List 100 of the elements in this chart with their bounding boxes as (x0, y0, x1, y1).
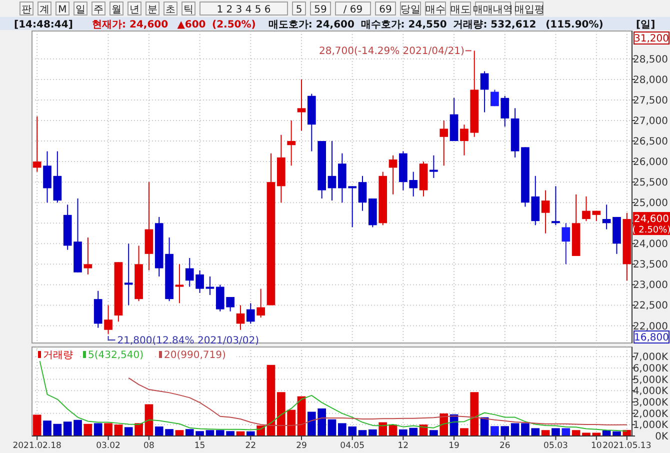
bar (124, 427, 133, 436)
text: 계 (40, 4, 50, 16)
text: 년 (130, 4, 140, 16)
text: [일] (636, 20, 656, 30)
bar (114, 424, 123, 436)
bar (84, 424, 92, 436)
text: 매매내역 (473, 4, 513, 16)
legend-label: 20(990,719) (164, 350, 226, 361)
candlestick (84, 236, 92, 275)
text: 당일 (400, 4, 420, 16)
y-tick-label: 23,500 (633, 260, 668, 271)
candlestick (236, 304, 245, 330)
bar (94, 423, 102, 436)
x-tick-label: 05.03 (544, 441, 568, 451)
text: 월 (112, 4, 122, 16)
x-tick-label: 2021.05.13 (602, 441, 652, 451)
x-tick-label: 2021.02.18 (12, 441, 62, 451)
candlestick (32, 116, 42, 172)
y-tick-label: 24,000 (633, 239, 668, 250)
candlestick (480, 70, 489, 113)
bar (552, 428, 560, 436)
candlestick (388, 154, 398, 195)
candlestick (552, 186, 560, 226)
text: 매수호가: 24,550 (360, 20, 447, 30)
candlestick (104, 304, 112, 334)
text: 24,600 ( 2.50%) (632, 214, 670, 236)
candlestick (358, 175, 367, 212)
y-tick-label: 27,500 (633, 95, 668, 106)
text: 16,800 (634, 332, 669, 344)
text: (115.90%) (546, 20, 604, 30)
text: [14:48:44] (14, 20, 73, 30)
text: 초 (166, 4, 176, 16)
y-tick-label: 23,000 (633, 280, 668, 292)
text: 5 (296, 4, 302, 16)
line-series (128, 377, 628, 426)
x-tick-label: 15 (194, 441, 206, 451)
bar (266, 364, 276, 436)
candlestick (541, 190, 550, 234)
annotation: 21,800(12.84% 2021/03/02) (117, 335, 260, 346)
x-tick-label: 08 (144, 441, 154, 451)
y-tick-label: 25,000 (633, 198, 668, 210)
legend-label: 5(432,540) (88, 350, 144, 361)
text: 매도호가: 24,600 (268, 20, 355, 30)
y-tick-label: 7,000K (632, 352, 668, 364)
candlestick (490, 89, 499, 107)
text: (2.50%) (212, 20, 256, 30)
text: 일 (76, 4, 86, 16)
x-tick-label: 19 (448, 441, 460, 451)
x-tick-label: 29 (296, 441, 307, 451)
bar (430, 430, 438, 436)
candlestick (206, 276, 214, 296)
text: 31,200 (634, 34, 669, 44)
candlestick (562, 222, 570, 265)
text: / 69 (343, 4, 363, 16)
candlestick (124, 243, 133, 306)
bar (368, 429, 377, 436)
candlestick (175, 264, 184, 304)
y-tick-label: 22,000 (633, 321, 668, 332)
candlestick (328, 140, 336, 202)
candlestick (287, 120, 296, 166)
text: M (58, 4, 67, 16)
bar (144, 404, 154, 436)
candlestick (500, 95, 510, 128)
x-tick-label: 04.05 (340, 441, 365, 451)
text: 매수 (426, 4, 446, 16)
x-tick-label: 10 (590, 441, 602, 451)
candlestick (430, 154, 438, 178)
text: 매도 (450, 4, 470, 16)
x-tick-label: 03.02 (96, 441, 120, 451)
y-tick-label: 0K (655, 432, 668, 442)
candlestick (297, 78, 306, 132)
y-tick-label: 27,000 (633, 116, 668, 127)
bar (490, 426, 499, 436)
text: 매입평 (514, 4, 544, 16)
y-tick-label: 2,000K (632, 408, 668, 420)
y-tick-label: 1,000K (632, 420, 668, 432)
y-tick-label: 25,500 (633, 178, 668, 189)
y-tick-label: 4,000K (632, 386, 668, 398)
y-tick-label: 26,000 (633, 157, 668, 168)
x-tick-label: 22 (245, 441, 256, 451)
text: 판 (22, 4, 32, 16)
x-tick-label: 12 (398, 441, 409, 451)
bar (510, 423, 520, 436)
candlestick (440, 120, 448, 166)
annotation: 28,700(-14.29% 2021/04/21) (319, 46, 464, 58)
y-tick-label: 5,000K (632, 374, 668, 386)
text: 현재가: 24,600 (92, 20, 168, 30)
candlestick (43, 150, 52, 204)
candlestick (602, 204, 611, 230)
bar (43, 420, 52, 436)
y-tick-label: 22,500 (633, 300, 668, 312)
bar (328, 419, 336, 436)
text: 주 (94, 4, 104, 16)
y-tick-label: 6,000K (632, 363, 668, 374)
bar (500, 426, 510, 436)
y-tick-label: 26,500 (633, 136, 668, 148)
candlestick (256, 288, 265, 318)
bar (104, 423, 112, 436)
legend-label: 거래량 (43, 350, 73, 361)
text: 분 (148, 4, 158, 16)
